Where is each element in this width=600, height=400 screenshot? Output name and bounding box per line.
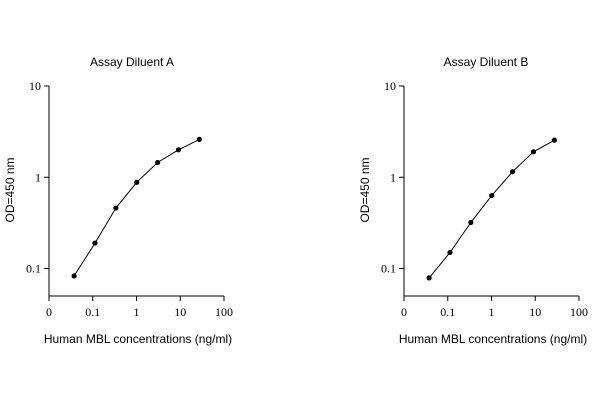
y-axis-label: OD=450 nm (3, 157, 17, 222)
data-point (134, 179, 140, 185)
data-point (468, 219, 474, 226)
x-tick-label: 0 (401, 305, 407, 319)
y-tick-label: 10 (384, 79, 396, 93)
x-tick-label: 10 (174, 305, 186, 319)
chart-title: Assay Diluent B (444, 55, 529, 69)
y-tick-label: 1 (35, 170, 41, 184)
x-tick-label: 1 (134, 305, 140, 319)
x-tick-label: 100 (570, 305, 588, 319)
y-tick-label: 0.1 (26, 262, 41, 276)
x-axis-label: Human MBL concentrations (ng/ml) (44, 332, 232, 346)
data-point (551, 137, 557, 143)
y-tick-label: 1 (390, 170, 396, 184)
data-point (489, 192, 495, 199)
data-point (196, 136, 202, 142)
data-point (71, 273, 77, 279)
data-point (92, 240, 98, 246)
data-point (155, 159, 161, 166)
y-tick-label: 0.1 (381, 262, 396, 276)
data-point (113, 205, 119, 211)
data-point (447, 249, 453, 256)
x-axis-label: Human MBL concentrations (ng/ml) (399, 332, 587, 346)
x-tick-label: 0.1 (440, 305, 455, 319)
x-tick-label: 0 (46, 305, 52, 319)
chart-title: Assay Diluent A (90, 55, 174, 69)
series-line (73, 138, 200, 277)
x-tick-label: 0.1 (85, 305, 100, 319)
data-point (175, 147, 182, 153)
x-tick-label: 100 (215, 305, 233, 319)
data-point (426, 275, 432, 281)
series-line (428, 139, 555, 279)
data-point (530, 149, 537, 155)
y-tick-label: 10 (29, 79, 41, 93)
x-tick-label: 1 (489, 305, 495, 319)
data-point (510, 169, 516, 175)
y-axis-label: OD=450 nm (358, 157, 372, 222)
x-tick-label: 10 (529, 305, 541, 319)
